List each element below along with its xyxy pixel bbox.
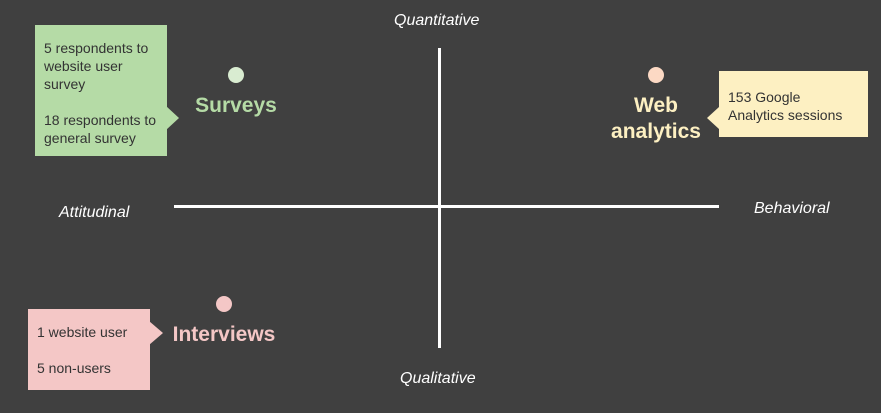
- surveys-note-item: 5 respondents to website user survey: [44, 40, 149, 92]
- interviews-label: Interviews: [172, 323, 276, 346]
- axis-label-qualitative: Qualitative: [400, 370, 476, 387]
- surveys-label: Surveys: [195, 94, 277, 117]
- web-analytics-dot: [648, 67, 664, 83]
- surveys-note: 5 respondents to website user survey 18 …: [35, 25, 167, 156]
- interviews-note-pointer: [149, 321, 163, 345]
- horizontal-axis: [174, 205, 719, 208]
- axis-label-attitudinal: Attitudinal: [59, 204, 130, 221]
- interviews-note-item: 1 website user: [37, 324, 128, 340]
- web-analytics-note-pointer: [707, 107, 719, 129]
- web-analytics-note: 153 Google Analytics sessions: [719, 71, 868, 137]
- axis-label-behavioral: Behavioral: [754, 200, 830, 217]
- web-analytics-note-item: 153 Google Analytics sessions: [728, 89, 843, 123]
- web-analytics-label: Web analytics: [611, 94, 701, 143]
- surveys-note-item: 18 respondents to general survey: [44, 112, 157, 146]
- surveys-dot: [228, 67, 244, 83]
- interviews-note-item: 5 non-users: [37, 360, 111, 376]
- vertical-axis: [438, 48, 441, 348]
- interviews-dot: [216, 296, 232, 312]
- axis-label-quantitative: Quantitative: [394, 12, 480, 29]
- interviews-note: 1 website user 5 non-users: [28, 309, 150, 390]
- surveys-note-pointer: [166, 106, 179, 130]
